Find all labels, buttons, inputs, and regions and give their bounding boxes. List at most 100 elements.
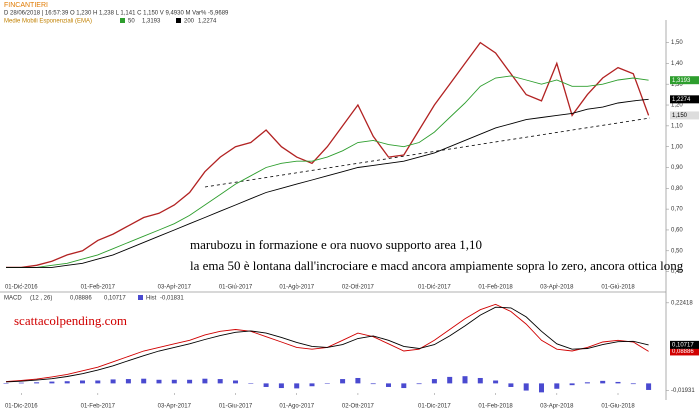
hist-bar — [401, 383, 407, 389]
hist-bar — [141, 378, 147, 384]
hist-bar — [110, 379, 116, 384]
hist-bar — [309, 383, 315, 387]
series-line — [6, 98, 649, 268]
hist-bar — [416, 383, 422, 385]
last-value-label: 1,150 — [672, 113, 688, 119]
x-tick-label: 01-Giu-2017 — [219, 404, 253, 410]
hist-bar — [477, 377, 483, 384]
hist-bar — [600, 380, 606, 384]
hist-bar — [125, 379, 131, 384]
hist-bar — [156, 379, 162, 384]
last-value-box — [670, 95, 699, 104]
hist-bar — [187, 379, 193, 384]
last-value-box — [670, 76, 699, 85]
legend-swatch — [138, 295, 143, 300]
hist-bar — [95, 380, 101, 384]
y-tick-label: 1,40 — [671, 61, 683, 67]
hist-bar — [202, 378, 208, 384]
series-line — [6, 75, 649, 268]
hist-bar — [554, 383, 560, 389]
legend-label: Hist — [146, 296, 157, 302]
x-tick-label: 01-Dic-2016 — [5, 404, 38, 410]
last-value-label: 1,2274 — [672, 97, 691, 103]
x-tick-label: 01-Giu-2017 — [219, 285, 253, 291]
chart-title: FINCANTIERI — [4, 2, 48, 9]
watermark: scattacolpending.com — [14, 313, 127, 328]
y-tick-label: 0,40 — [671, 269, 683, 275]
last-value-box — [670, 347, 699, 356]
hist-bar — [508, 383, 514, 387]
x-tick-label: 02-Ott-2017 — [342, 285, 375, 291]
hist-bar — [584, 382, 590, 384]
hist-bar — [64, 381, 70, 384]
hist-bar — [569, 383, 575, 386]
x-tick-label: 01-Ago-2017 — [279, 404, 314, 410]
y-tick-label: 1,20 — [671, 103, 683, 109]
x-tick-label: 01-Feb-2018 — [478, 285, 513, 291]
macd-title: MACD — [4, 296, 22, 302]
x-tick-label: 03-Apr-2017 — [158, 404, 192, 410]
x-tick-label: 01-Feb-2018 — [478, 404, 513, 410]
x-tick-label: 01-Ago-2017 — [279, 285, 314, 291]
y-tick-label: 1,50 — [671, 40, 683, 46]
hist-bar — [294, 383, 300, 389]
hist-bar — [630, 383, 636, 385]
legend-value: -0,01831 — [160, 296, 184, 302]
x-tick-label: 01-Giu-2018 — [601, 404, 635, 410]
macd-params: (12 , 26) — [30, 296, 52, 302]
y-tick-label: 1,00 — [671, 144, 683, 150]
hist-bar — [431, 379, 437, 384]
hist-bar — [171, 379, 177, 384]
series-line — [6, 41, 650, 269]
x-tick-label: 03-Apr-2017 — [158, 285, 192, 291]
legend-swatch — [120, 18, 125, 23]
legend-swatch — [176, 18, 181, 23]
x-tick-label: 01-Dic-2017 — [418, 285, 451, 291]
x-tick-label: 01-Dic-2016 — [5, 285, 38, 291]
hist-bar — [80, 380, 85, 384]
hist-bar — [493, 380, 499, 384]
legend-value: 0,10717 — [104, 296, 126, 302]
x-tick-label: 01-Dic-2017 — [418, 404, 451, 410]
y-tick-label: 0,90 — [671, 165, 683, 171]
hist-bar — [447, 376, 453, 384]
y-tick-label: 1,30 — [671, 82, 683, 88]
hist-bar — [523, 383, 529, 391]
hist-bar — [355, 377, 361, 384]
legend-value: 1,3193 — [142, 19, 161, 25]
hist-bar — [539, 383, 544, 393]
x-tick-label: 01-Feb-2017 — [81, 285, 116, 291]
hist-bar — [233, 380, 238, 384]
y-tick-label: -0,01931 — [671, 388, 695, 394]
y-tick-label: 1,10 — [671, 123, 683, 129]
legend-label: 50 — [128, 19, 135, 25]
last-value-label: 0,10717 — [672, 342, 694, 348]
annotation: marubozu in formazione e ora nuovo suppo… — [190, 237, 482, 252]
hist-bar — [340, 379, 346, 384]
last-value-box — [670, 340, 699, 349]
series-line — [5, 306, 649, 383]
x-tick-label: 03-Apr-2018 — [540, 404, 574, 410]
ema-legend-title: Medie Mobili Esponenziali (EMA) — [4, 19, 92, 25]
legend-value: 0,08886 — [70, 296, 92, 302]
hist-bar — [615, 381, 621, 384]
hist-bar — [386, 383, 391, 387]
hist-bar — [370, 383, 376, 385]
legend-value: 1,2274 — [198, 19, 217, 25]
hist-bar — [248, 383, 254, 384]
hist-bar — [18, 382, 24, 384]
hist-bar — [646, 383, 652, 390]
hist-bar — [278, 383, 284, 389]
x-tick-label: 01-Feb-2017 — [81, 404, 116, 410]
annotation: la ema 50 è lontana dall'incrociare e ma… — [190, 258, 684, 273]
y-tick-label: 0,22418 — [671, 300, 693, 306]
hist-bar — [34, 382, 40, 384]
hist-bar — [49, 381, 55, 384]
y-tick-label: 0,70 — [671, 207, 683, 213]
last-value-box — [670, 111, 699, 120]
ohlc-info: D 28/06/2018 | 16:57:39 O 1,230 H 1,238 … — [4, 11, 229, 17]
x-tick-label: 03-Apr-2018 — [540, 285, 574, 291]
y-tick-label: 0,50 — [671, 248, 683, 254]
